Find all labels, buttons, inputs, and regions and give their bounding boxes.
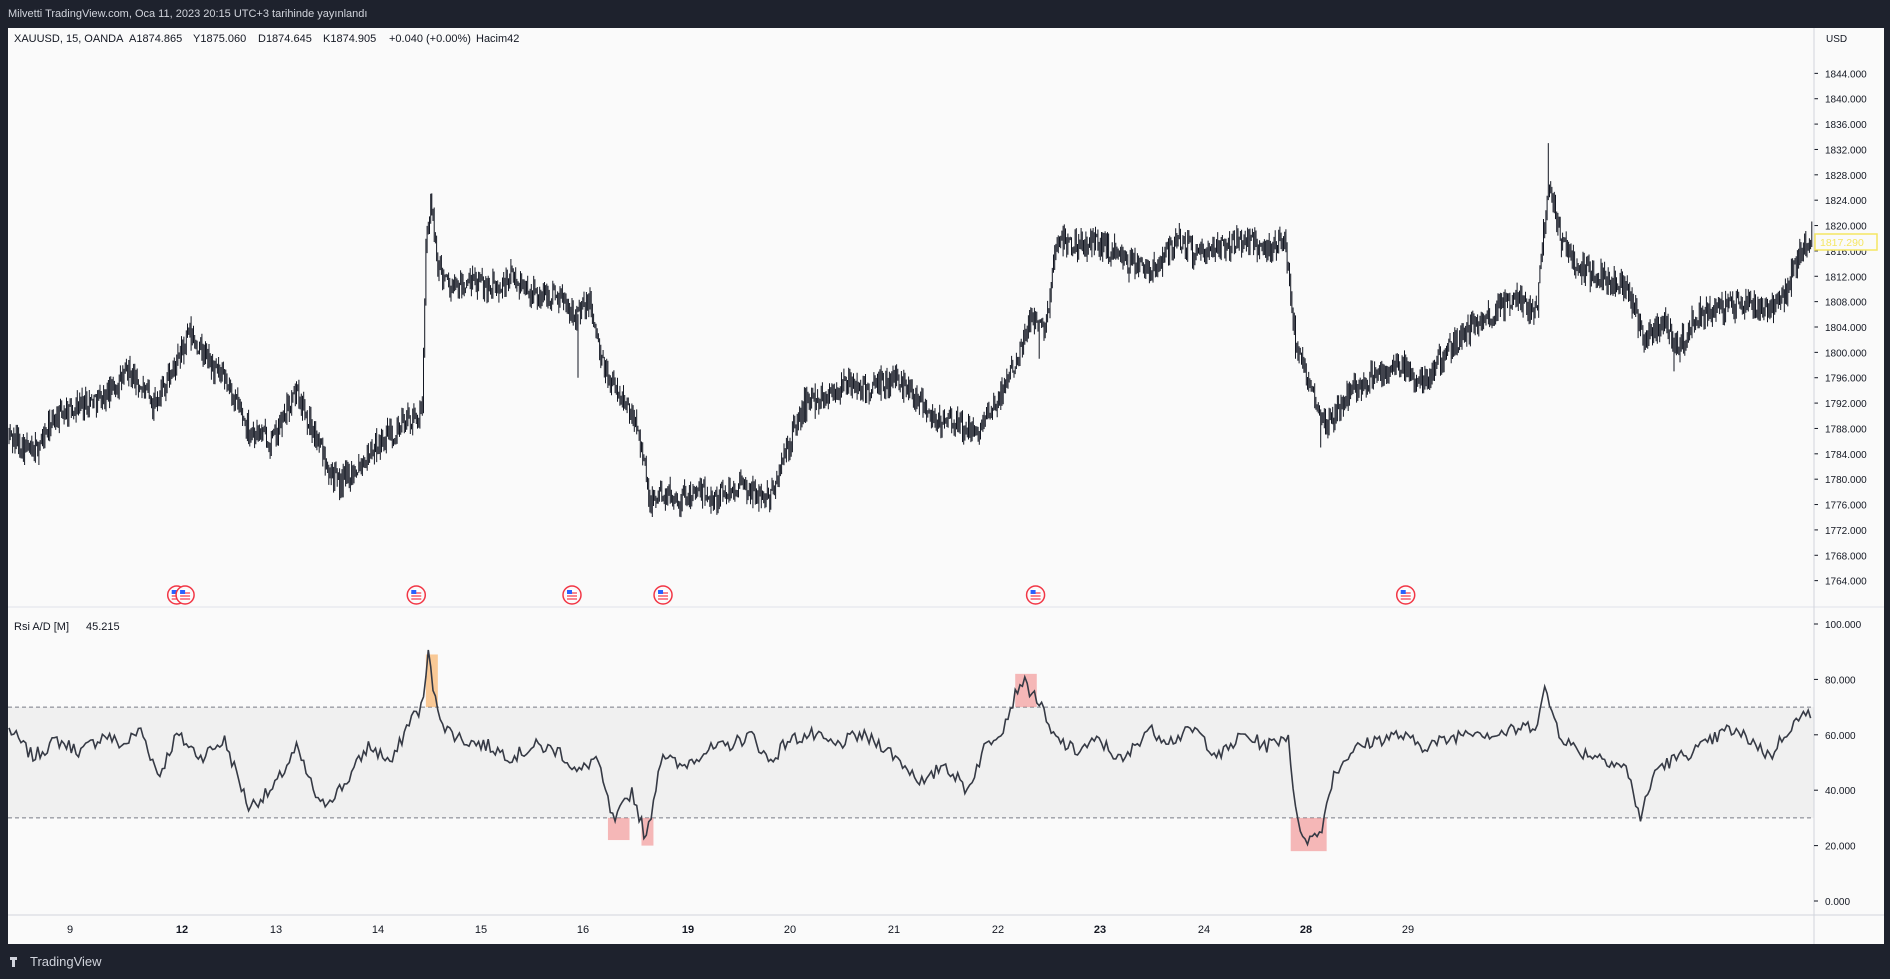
time-tick-label: 28 [1300, 924, 1312, 936]
rsi-band [8, 707, 1814, 818]
time-tick-label: 12 [176, 924, 188, 936]
us-flag-event-icon[interactable] [406, 585, 427, 605]
price-tick-label: 1840.000 [1825, 95, 1867, 106]
legend-volume: Hacim42 [476, 33, 519, 45]
price-tick-label: 1828.000 [1825, 171, 1867, 182]
time-tick-label: 16 [577, 924, 589, 936]
rsi-pane[interactable] [8, 649, 1814, 852]
price-tick-label: 1832.000 [1825, 145, 1867, 156]
price-tick-label: 1816.000 [1825, 247, 1867, 258]
time-tick-label: 24 [1198, 924, 1210, 936]
current-price-marker: 1817.290 [1814, 233, 1878, 251]
time-tick-label: 14 [372, 924, 384, 936]
price-tick-label: 1764.000 [1825, 577, 1867, 588]
rsi-extreme-zone [607, 817, 630, 841]
price-tick-label: 1836.000 [1825, 120, 1867, 131]
indicator-value: 45.215 [86, 621, 120, 633]
price-tick-label: 1780.000 [1825, 475, 1867, 486]
price-tick-label: 1776.000 [1825, 501, 1867, 512]
legend-close: K1874.905 [323, 33, 376, 45]
time-tick-label: 20 [784, 924, 796, 936]
legend-change: +0.040 (+0.00%) [389, 33, 471, 45]
rsi-tick-label: 80.000 [1825, 675, 1856, 686]
current-price-label: 1817.290 [1820, 237, 1864, 249]
rsi-tick-label: 0.000 [1825, 897, 1850, 908]
price-tick-label: 1800.000 [1825, 348, 1867, 359]
chart-svg[interactable]: 1844.000 1840.000 1836.000 1832.000 1828.000… [8, 28, 1884, 944]
price-tick-label: 1772.000 [1825, 526, 1867, 537]
legend-low: D1874.645 [258, 33, 312, 45]
axes: 1844.000 1840.000 1836.000 1832.000 1828.000… [8, 28, 1884, 944]
us-flag-event-icon[interactable] [175, 585, 195, 605]
footer: TradingView [0, 944, 1890, 979]
legend-high: Y1875.060 [193, 33, 246, 45]
tradingview-logo[interactable]: TradingView [10, 954, 102, 969]
publish-header: Milvetti TradingView.com, Oca 11, 2023 2… [0, 0, 1890, 28]
price-tick-label: 1796.000 [1825, 374, 1867, 385]
legend-open: A1874.865 [129, 33, 182, 45]
publish-text: Milvetti TradingView.com, Oca 11, 2023 2… [8, 8, 368, 20]
rsi-extreme-zone [1290, 817, 1327, 852]
rsi-tick-label: 60.000 [1825, 731, 1856, 742]
time-tick-label: 22 [992, 924, 1004, 936]
price-tick-label: 1812.000 [1825, 272, 1867, 283]
time-tick-label: 29 [1402, 924, 1414, 936]
candlestick-series [8, 143, 1813, 518]
footer-brand: TradingView [30, 954, 102, 969]
price-tick-label: 1824.000 [1825, 196, 1867, 207]
price-tick-label: 1820.000 [1825, 222, 1867, 233]
currency-label: USD [1826, 34, 1847, 45]
legend-symbol[interactable]: XAUUSD, 15, OANDA [14, 33, 124, 45]
rsi-line [8, 649, 1812, 847]
price-tick-label: 1788.000 [1825, 424, 1867, 435]
price-tick-label: 1784.000 [1825, 450, 1867, 461]
price-tick-label: 1792.000 [1825, 399, 1867, 410]
rsi-tick-label: 20.000 [1825, 842, 1856, 853]
us-flag-event-icon[interactable] [1395, 585, 1416, 605]
time-tick-label: 13 [270, 924, 282, 936]
tradingview-logo-icon [10, 956, 26, 967]
time-tick-label: 15 [475, 924, 487, 936]
time-tick-label: 19 [682, 924, 694, 936]
indicator-name[interactable]: Rsi A/D [M] [14, 621, 69, 633]
rsi-tick-label: 100.000 [1825, 620, 1862, 631]
price-pane[interactable] [8, 143, 1813, 605]
price-tick-label: 1804.000 [1825, 323, 1867, 334]
price-tick-label: 1768.000 [1825, 551, 1867, 562]
us-flag-event-icon[interactable] [562, 585, 582, 605]
rsi-extreme-zone [1015, 673, 1037, 708]
time-tick-label: 9 [67, 924, 73, 936]
price-tick-label: 1808.000 [1825, 298, 1867, 309]
rsi-tick-label: 40.000 [1825, 786, 1856, 797]
chart-area[interactable]: 1844.000 1840.000 1836.000 1832.000 1828.000… [8, 28, 1884, 944]
price-tick-label: 1844.000 [1825, 69, 1867, 80]
us-flag-event-icon[interactable] [653, 585, 673, 605]
us-flag-event-icon[interactable] [1025, 585, 1046, 605]
time-tick-label: 21 [888, 924, 900, 936]
time-tick-label: 23 [1094, 924, 1106, 936]
